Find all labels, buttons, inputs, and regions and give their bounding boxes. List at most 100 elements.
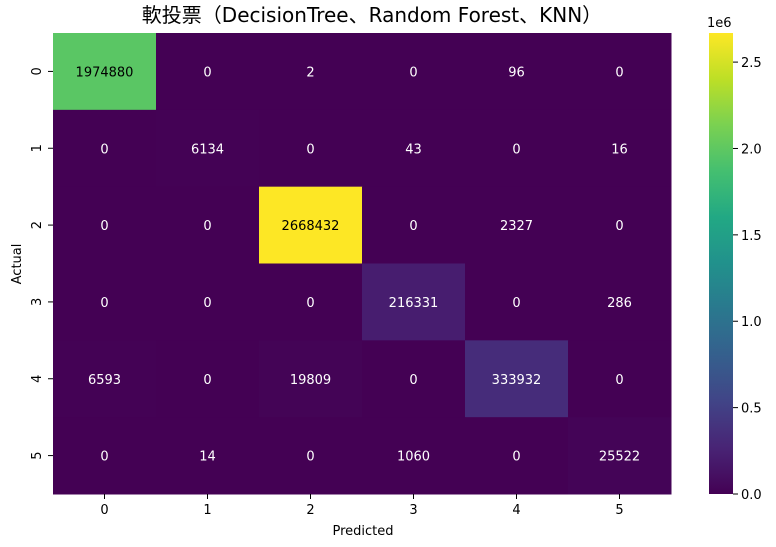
y-tick-label: 4 [30, 375, 45, 383]
heatmap-cell [156, 263, 260, 341]
x-axis-label: Predicted [332, 524, 393, 539]
heatmap-cell [362, 186, 466, 264]
cell-value-label: 0 [203, 65, 211, 80]
heatmap-cell [259, 263, 363, 341]
heatmap-cell [53, 263, 157, 341]
heatmap-cell [568, 417, 672, 495]
y-tick-label: 0 [30, 67, 45, 75]
heatmap-cell [156, 186, 260, 264]
heatmap-cell [465, 263, 569, 341]
heatmap-cell [568, 340, 672, 418]
heatmap-cell [362, 340, 466, 418]
cell-value-label: 0 [203, 373, 211, 388]
heatmap-cell [465, 186, 569, 264]
cell-value-label: 0 [100, 296, 108, 311]
y-tick-label: 3 [30, 298, 45, 306]
x-tick-label: 0 [100, 503, 108, 518]
cell-value-label: 2327 [500, 219, 533, 234]
cell-value-label: 14 [199, 450, 216, 465]
cell-value-label: 0 [100, 142, 108, 157]
heatmap-cell [53, 340, 157, 418]
cell-value-label: 0 [615, 219, 623, 234]
cell-value-label: 0 [409, 65, 417, 80]
cell-value-label: 16 [611, 142, 628, 157]
x-tick-label: 3 [409, 503, 417, 518]
cell-value-label: 286 [607, 296, 632, 311]
cell-value-label: 0 [409, 373, 417, 388]
heatmap-cell [568, 186, 672, 264]
heatmap-cell [362, 417, 466, 495]
heatmap-cell [259, 340, 363, 418]
colorbar-tick-label: 2.0 [741, 142, 762, 157]
heatmap-cell [259, 33, 363, 111]
cell-value-label: 333932 [492, 373, 542, 388]
heatmap-cell [53, 417, 157, 495]
heatmap-cell [259, 109, 363, 188]
cell-value-label: 0 [203, 219, 211, 234]
y-axis-ticks: 0 1 2 3 4 5 [30, 67, 53, 460]
colorbar-multiplier-label: 1e6 [707, 16, 732, 31]
cell-value-label: 0 [100, 219, 108, 234]
cell-value-label: 43 [405, 142, 422, 157]
heatmap-cells: 1974880 0 2 0 96 0 0 6134 0 43 0 16 0 0 2668432 0 2327 0 0… [53, 33, 672, 495]
heatmap-cell [465, 417, 569, 495]
cell-value-label: 25522 [599, 450, 640, 465]
colorbar-tick-label: 1.0 [741, 315, 762, 330]
cell-value-label: 0 [306, 142, 314, 157]
cell-value-label: 0 [615, 65, 623, 80]
heatmap-cell [156, 33, 260, 111]
heatmap-cell [465, 340, 569, 418]
cell-value-label: 0 [306, 450, 314, 465]
chart-title: 軟投票（DecisionTree、Random Forest、KNN） [142, 3, 602, 27]
x-tick-label: 4 [512, 503, 520, 518]
heatmap-cell [362, 263, 466, 341]
heatmap-cell [465, 33, 569, 111]
cell-value-label: 6593 [88, 373, 121, 388]
cell-value-label: 2 [306, 65, 314, 80]
x-axis-ticks: 0 1 2 3 4 5 [100, 494, 624, 518]
cell-value-label: 0 [512, 142, 520, 157]
cell-value-label: 0 [409, 219, 417, 234]
heatmap-cell [568, 33, 672, 111]
cell-value-label: 0 [100, 450, 108, 465]
heatmap-cell [53, 33, 157, 111]
cell-value-label: 1974880 [76, 65, 134, 80]
heatmap-cell [156, 340, 260, 418]
cell-value-label: 19809 [290, 373, 331, 388]
y-tick-label: 2 [30, 221, 45, 229]
colorbar-ticks: 0.0 0.5 1.0 1.5 2.0 2.5 [733, 56, 762, 503]
y-axis-label: Actual [10, 244, 25, 285]
colorbar-tick-label: 0.0 [741, 488, 762, 503]
colorbar [709, 33, 733, 494]
heatmap-cell [156, 417, 260, 495]
cell-value-label: 0 [306, 296, 314, 311]
heatmap-cell [568, 263, 672, 341]
cell-value-label: 1060 [397, 450, 430, 465]
x-tick-label: 2 [306, 503, 314, 518]
y-tick-label: 1 [30, 144, 45, 152]
heatmap-cell [53, 109, 157, 188]
cell-value-label: 0 [615, 373, 623, 388]
heatmap-cell [259, 186, 363, 264]
colorbar-tick-label: 2.5 [741, 56, 762, 71]
cell-value-label: 0 [512, 296, 520, 311]
heatmap-cell [156, 109, 260, 188]
heatmap-cell [53, 186, 157, 264]
cell-value-label: 216331 [389, 296, 439, 311]
colorbar-tick-label: 1.5 [741, 229, 762, 244]
heatmap-cell [362, 109, 466, 188]
heatmap-cell [465, 109, 569, 188]
cell-value-label: 96 [508, 65, 525, 80]
heatmap-cell [568, 109, 672, 188]
cell-value-label: 0 [203, 296, 211, 311]
cell-value-label: 0 [512, 450, 520, 465]
cell-value-label: 2668432 [282, 219, 340, 234]
heatmap-cell [259, 417, 363, 495]
cell-value-label: 6134 [191, 142, 224, 157]
x-tick-label: 1 [203, 503, 211, 518]
x-tick-label: 5 [615, 503, 623, 518]
heatmap-cell [362, 33, 466, 111]
y-tick-label: 5 [30, 451, 45, 459]
colorbar-tick-label: 0.5 [741, 402, 762, 417]
